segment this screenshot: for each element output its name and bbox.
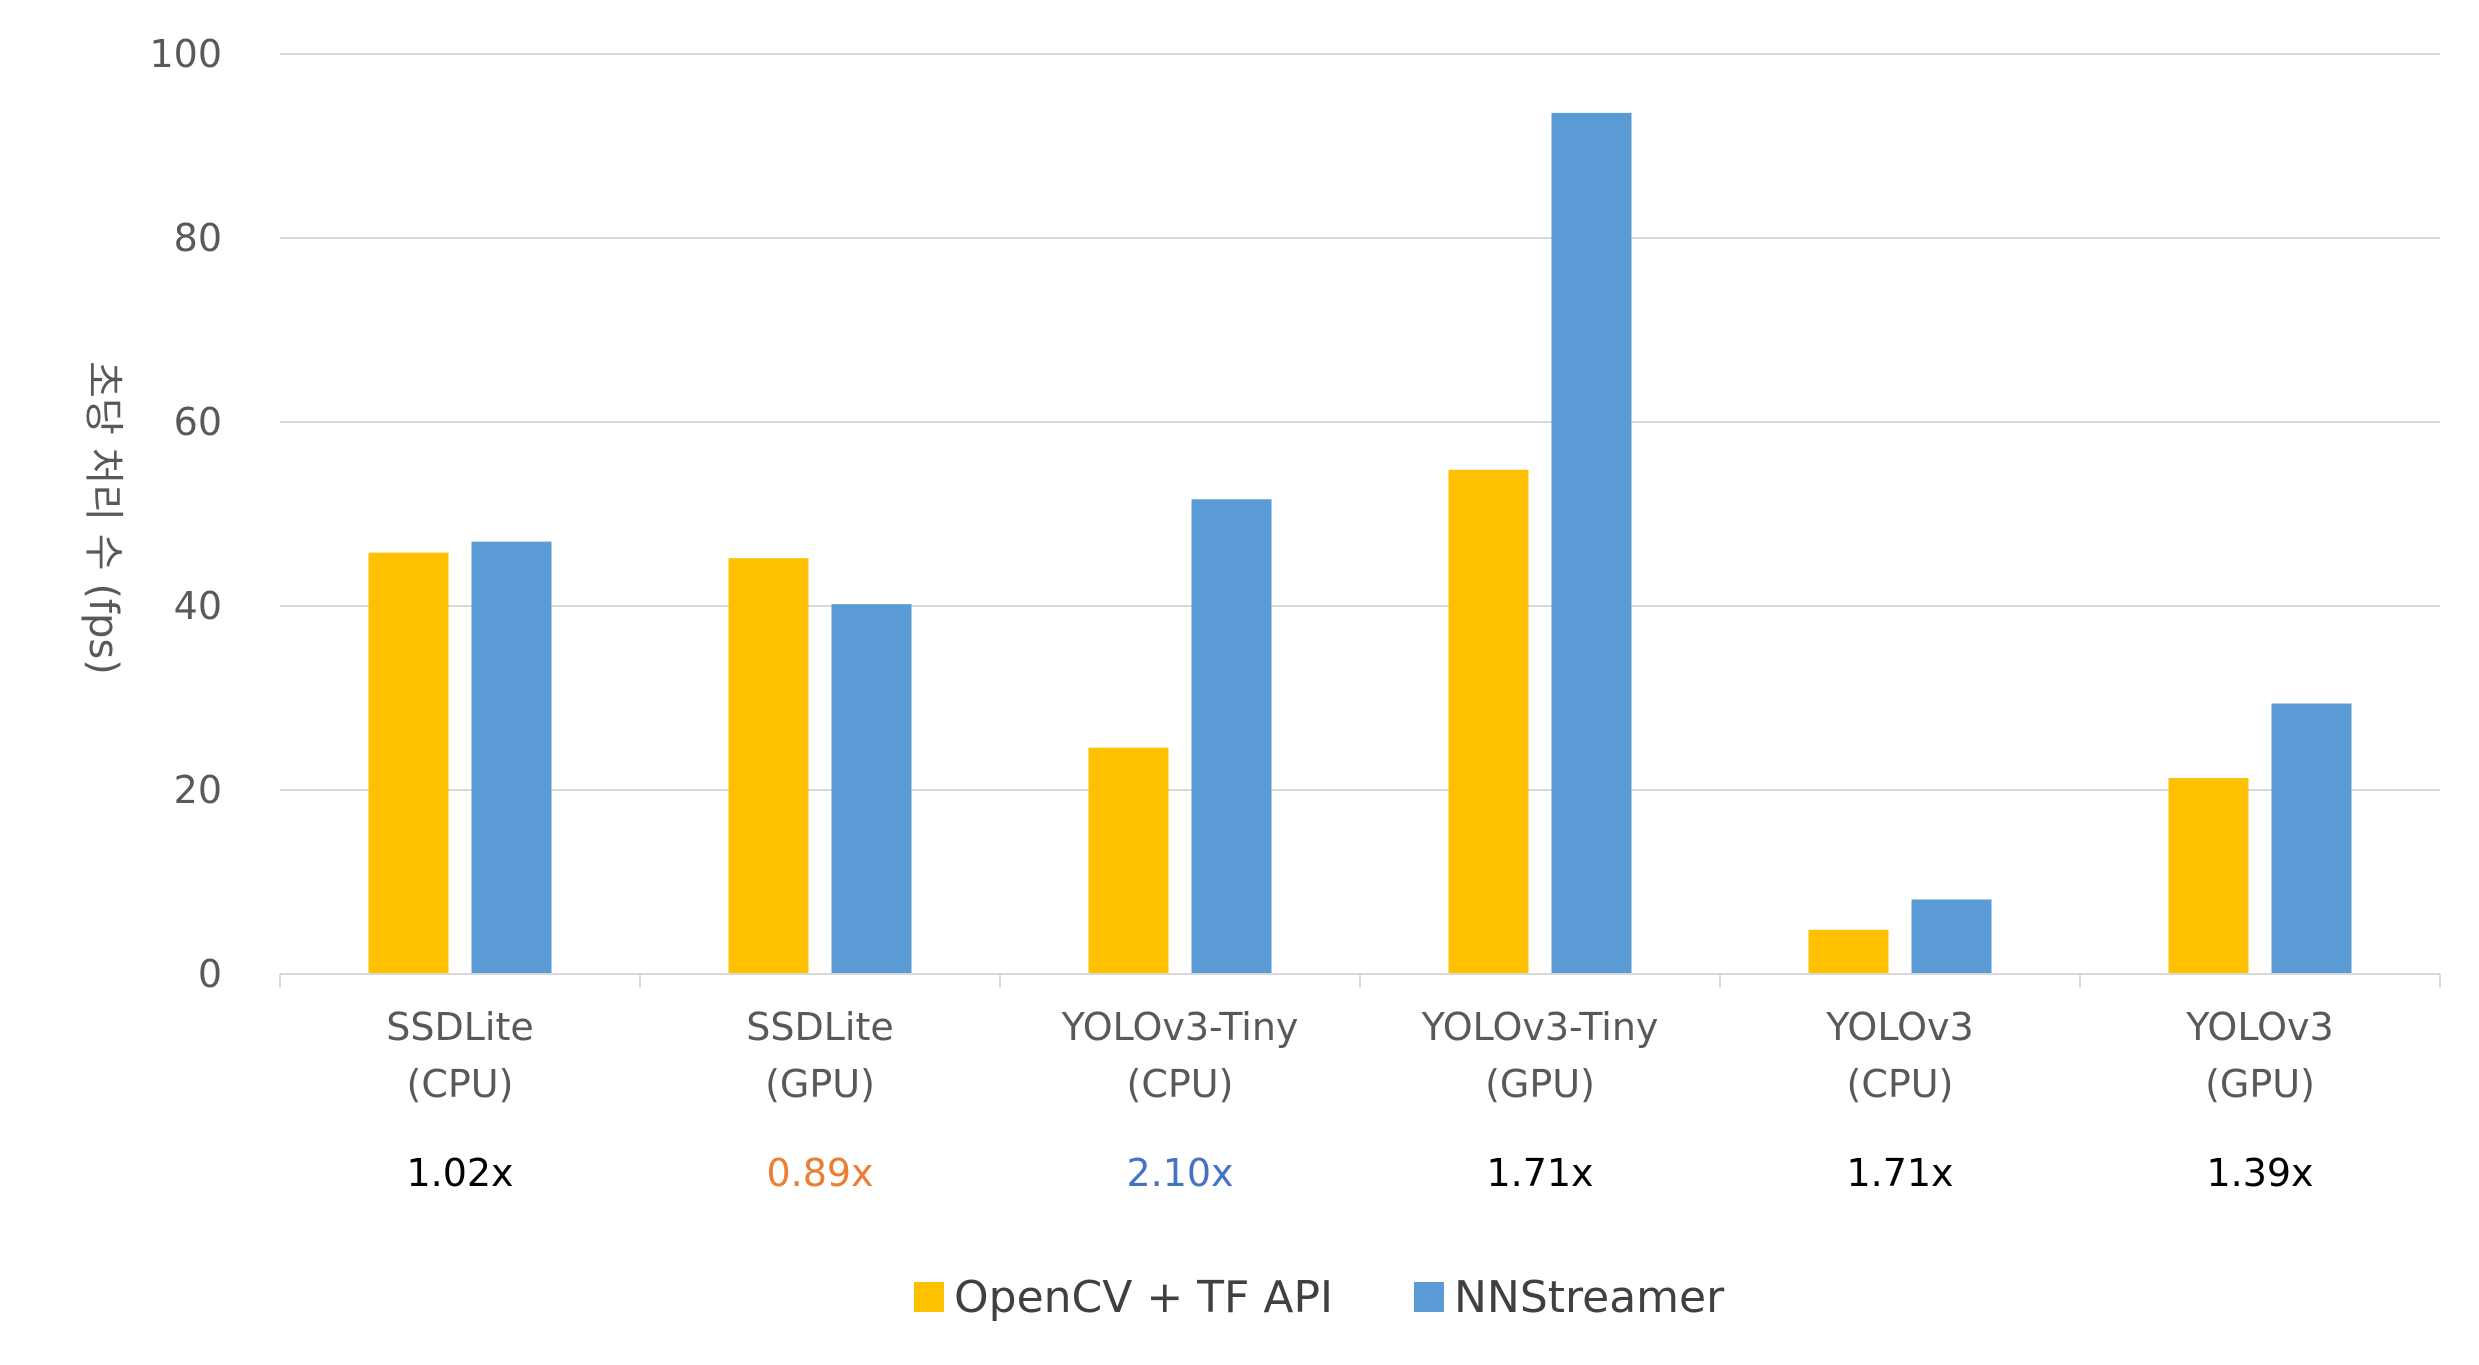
legend: OpenCV + TF API NNStreamer xyxy=(914,1272,1725,1323)
speedup-label: 1.71x xyxy=(1486,1151,1593,1195)
speedup-label: 0.89x xyxy=(766,1151,873,1195)
category-label-name: YOLOv3 xyxy=(1825,1005,1973,1049)
category-label-name: SSDLite xyxy=(386,1005,534,1049)
bar-opencv xyxy=(1448,469,1529,974)
legend-label: OpenCV + TF API xyxy=(954,1272,1333,1323)
category-label-name: YOLOv3-Tiny xyxy=(1421,1005,1659,1049)
y-tick-label: 60 xyxy=(174,400,222,444)
category-label-name: YOLOv3 xyxy=(2185,1005,2333,1049)
category-labels: SSDLite (CPU) SSDLite (GPU) YOLOv3-Tiny (CPU)… xyxy=(386,1005,2333,1106)
bar-nnstreamer xyxy=(2271,703,2352,974)
category-label-device: (GPU) xyxy=(2205,1062,2315,1106)
y-axis-title: 초당 처리 수 (fps) xyxy=(80,361,126,675)
legend-swatch xyxy=(1414,1282,1444,1312)
bar-nnstreamer xyxy=(831,604,912,974)
y-tick-label: 40 xyxy=(174,584,222,628)
bars xyxy=(368,112,2352,974)
y-axis-ticks: 0 20 40 60 80 100 xyxy=(149,32,222,996)
y-tick-label: 20 xyxy=(174,768,222,812)
bar-opencv xyxy=(1088,747,1169,974)
category-label-device: (CPU) xyxy=(407,1062,514,1106)
speedup-label: 1.39x xyxy=(2206,1151,2313,1195)
bar-opencv xyxy=(2168,778,2249,974)
speedup-annotations: 1.02x 0.89x 2.10x 1.71x 1.71x 1.39x xyxy=(406,1151,2313,1195)
bar-nnstreamer xyxy=(1191,499,1272,974)
x-axis xyxy=(279,973,2441,988)
category-label-name: YOLOv3-Tiny xyxy=(1061,1005,1299,1049)
legend-swatch xyxy=(914,1282,944,1312)
speedup-label: 1.02x xyxy=(406,1151,513,1195)
category-label-device: (GPU) xyxy=(765,1062,875,1106)
y-tick-label: 100 xyxy=(149,32,222,76)
bar-opencv xyxy=(368,552,449,974)
bar-nnstreamer xyxy=(1911,899,1992,974)
speedup-label: 1.71x xyxy=(1846,1151,1953,1195)
category-label-name: SSDLite xyxy=(746,1005,894,1049)
gridlines xyxy=(280,53,2440,791)
speedup-label: 2.10x xyxy=(1126,1151,1233,1195)
y-tick-label: 0 xyxy=(198,952,222,996)
category-label-device: (GPU) xyxy=(1485,1062,1595,1106)
y-tick-label: 80 xyxy=(174,216,222,260)
bar-opencv xyxy=(1808,929,1889,974)
bar-nnstreamer xyxy=(471,541,552,974)
legend-label: NNStreamer xyxy=(1454,1272,1725,1323)
category-label-device: (CPU) xyxy=(1847,1062,1954,1106)
bar-opencv xyxy=(728,558,809,974)
bar-nnstreamer xyxy=(1551,112,1632,974)
category-label-device: (CPU) xyxy=(1127,1062,1234,1106)
